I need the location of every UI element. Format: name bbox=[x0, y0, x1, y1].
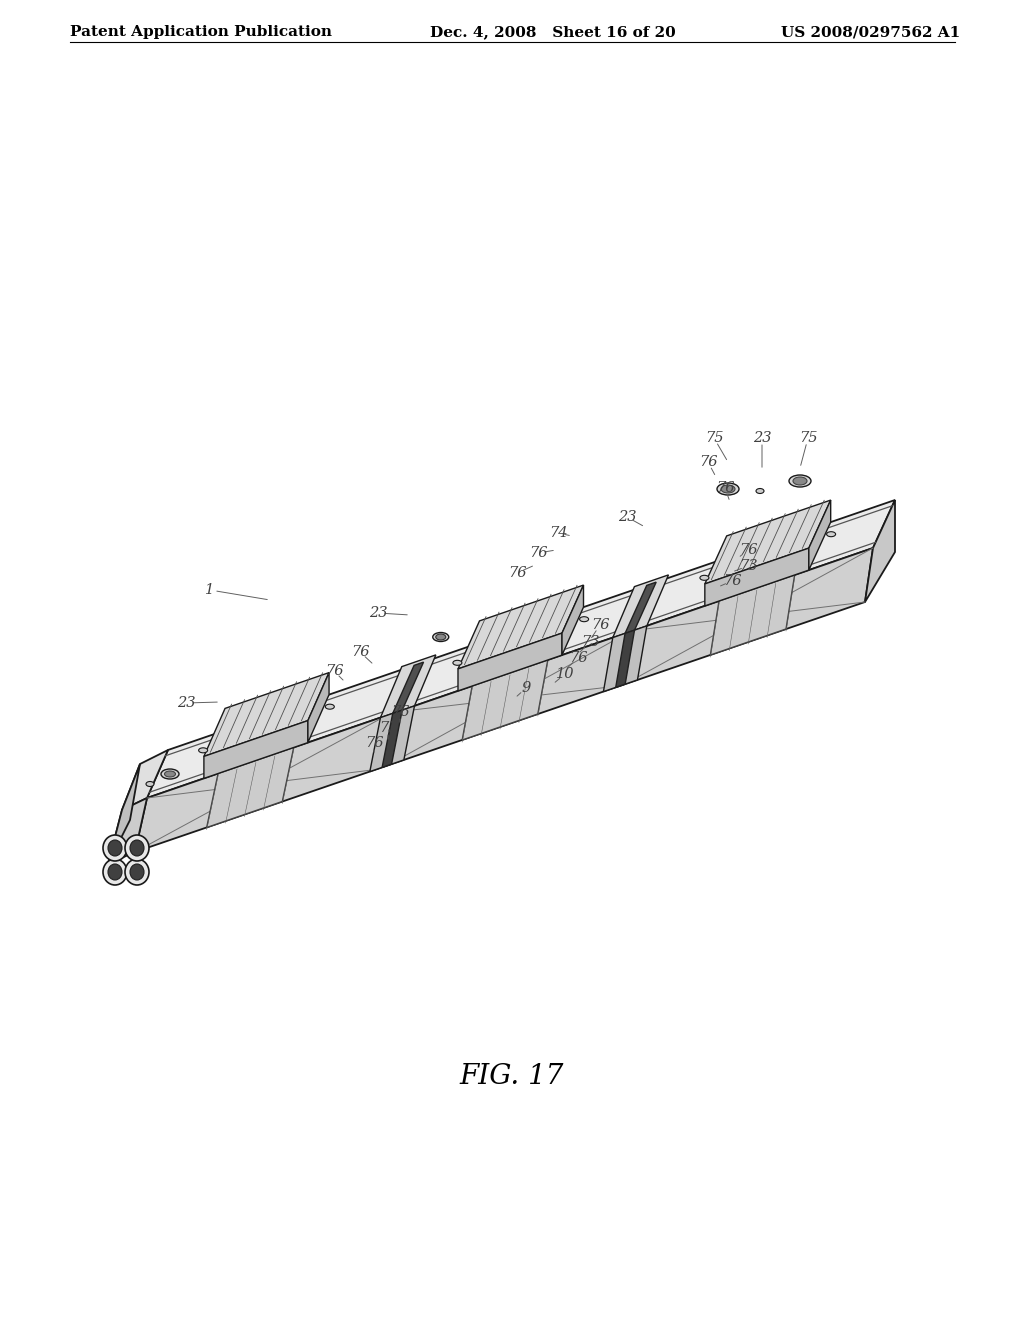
Polygon shape bbox=[562, 585, 584, 655]
Text: 76: 76 bbox=[698, 455, 717, 469]
Text: 76: 76 bbox=[591, 618, 609, 632]
Ellipse shape bbox=[165, 771, 175, 777]
Ellipse shape bbox=[453, 660, 462, 665]
Ellipse shape bbox=[826, 532, 836, 537]
Text: 76: 76 bbox=[325, 664, 343, 678]
Text: 23: 23 bbox=[369, 606, 387, 620]
Ellipse shape bbox=[580, 616, 589, 622]
Text: 76: 76 bbox=[391, 705, 410, 719]
Polygon shape bbox=[705, 548, 809, 606]
Polygon shape bbox=[370, 706, 415, 772]
Ellipse shape bbox=[161, 770, 179, 779]
Text: FIG. 17: FIG. 17 bbox=[460, 1064, 564, 1090]
Text: 23: 23 bbox=[617, 510, 636, 524]
Polygon shape bbox=[108, 764, 140, 865]
Text: 23: 23 bbox=[177, 696, 196, 710]
Text: 76: 76 bbox=[738, 543, 758, 557]
Polygon shape bbox=[382, 710, 402, 767]
Polygon shape bbox=[711, 576, 795, 655]
Polygon shape bbox=[625, 582, 656, 634]
Ellipse shape bbox=[130, 865, 144, 880]
Ellipse shape bbox=[717, 483, 739, 495]
Ellipse shape bbox=[125, 859, 150, 884]
Ellipse shape bbox=[721, 484, 735, 492]
Ellipse shape bbox=[756, 488, 764, 494]
Text: Patent Application Publication: Patent Application Publication bbox=[70, 25, 332, 40]
Polygon shape bbox=[122, 750, 168, 810]
Text: 23: 23 bbox=[753, 432, 771, 445]
Polygon shape bbox=[204, 721, 308, 779]
Ellipse shape bbox=[326, 704, 334, 709]
Text: 9: 9 bbox=[521, 681, 530, 696]
Text: 73: 73 bbox=[379, 721, 397, 735]
Polygon shape bbox=[381, 655, 436, 718]
Text: 75: 75 bbox=[705, 432, 723, 445]
Polygon shape bbox=[603, 626, 647, 692]
Text: 73: 73 bbox=[738, 558, 758, 573]
Ellipse shape bbox=[146, 781, 154, 787]
Polygon shape bbox=[615, 630, 635, 688]
Polygon shape bbox=[458, 585, 584, 669]
Text: 76: 76 bbox=[568, 651, 587, 665]
Ellipse shape bbox=[793, 477, 807, 484]
Text: 10: 10 bbox=[556, 667, 574, 681]
Ellipse shape bbox=[700, 576, 709, 581]
Ellipse shape bbox=[433, 632, 449, 642]
Ellipse shape bbox=[440, 635, 444, 639]
Ellipse shape bbox=[125, 836, 150, 861]
Text: 1: 1 bbox=[206, 583, 215, 597]
Text: 76: 76 bbox=[528, 546, 547, 560]
Polygon shape bbox=[458, 634, 562, 690]
Text: 76: 76 bbox=[351, 645, 370, 659]
Polygon shape bbox=[204, 673, 329, 756]
Text: US 2008/0297562 A1: US 2008/0297562 A1 bbox=[780, 25, 961, 40]
Ellipse shape bbox=[103, 859, 127, 884]
Polygon shape bbox=[108, 799, 147, 865]
Polygon shape bbox=[705, 500, 830, 583]
Ellipse shape bbox=[790, 475, 811, 487]
Text: Dec. 4, 2008   Sheet 16 of 20: Dec. 4, 2008 Sheet 16 of 20 bbox=[430, 25, 676, 40]
Polygon shape bbox=[135, 548, 873, 851]
Ellipse shape bbox=[103, 836, 127, 861]
Ellipse shape bbox=[108, 865, 122, 880]
Text: 73: 73 bbox=[581, 635, 599, 649]
Text: 76: 76 bbox=[716, 480, 734, 495]
Polygon shape bbox=[207, 747, 294, 828]
Text: 76: 76 bbox=[365, 737, 383, 750]
Polygon shape bbox=[865, 500, 895, 602]
Text: 74: 74 bbox=[549, 525, 567, 540]
Ellipse shape bbox=[108, 840, 122, 855]
Text: 75: 75 bbox=[799, 432, 817, 445]
Polygon shape bbox=[393, 663, 424, 713]
Text: 76: 76 bbox=[508, 566, 526, 579]
Polygon shape bbox=[308, 673, 329, 743]
Text: 76: 76 bbox=[723, 574, 741, 587]
Polygon shape bbox=[809, 500, 830, 570]
Polygon shape bbox=[147, 500, 895, 799]
Ellipse shape bbox=[130, 840, 144, 855]
Polygon shape bbox=[612, 576, 669, 638]
Ellipse shape bbox=[436, 634, 445, 640]
Polygon shape bbox=[462, 660, 548, 741]
Ellipse shape bbox=[199, 748, 208, 752]
